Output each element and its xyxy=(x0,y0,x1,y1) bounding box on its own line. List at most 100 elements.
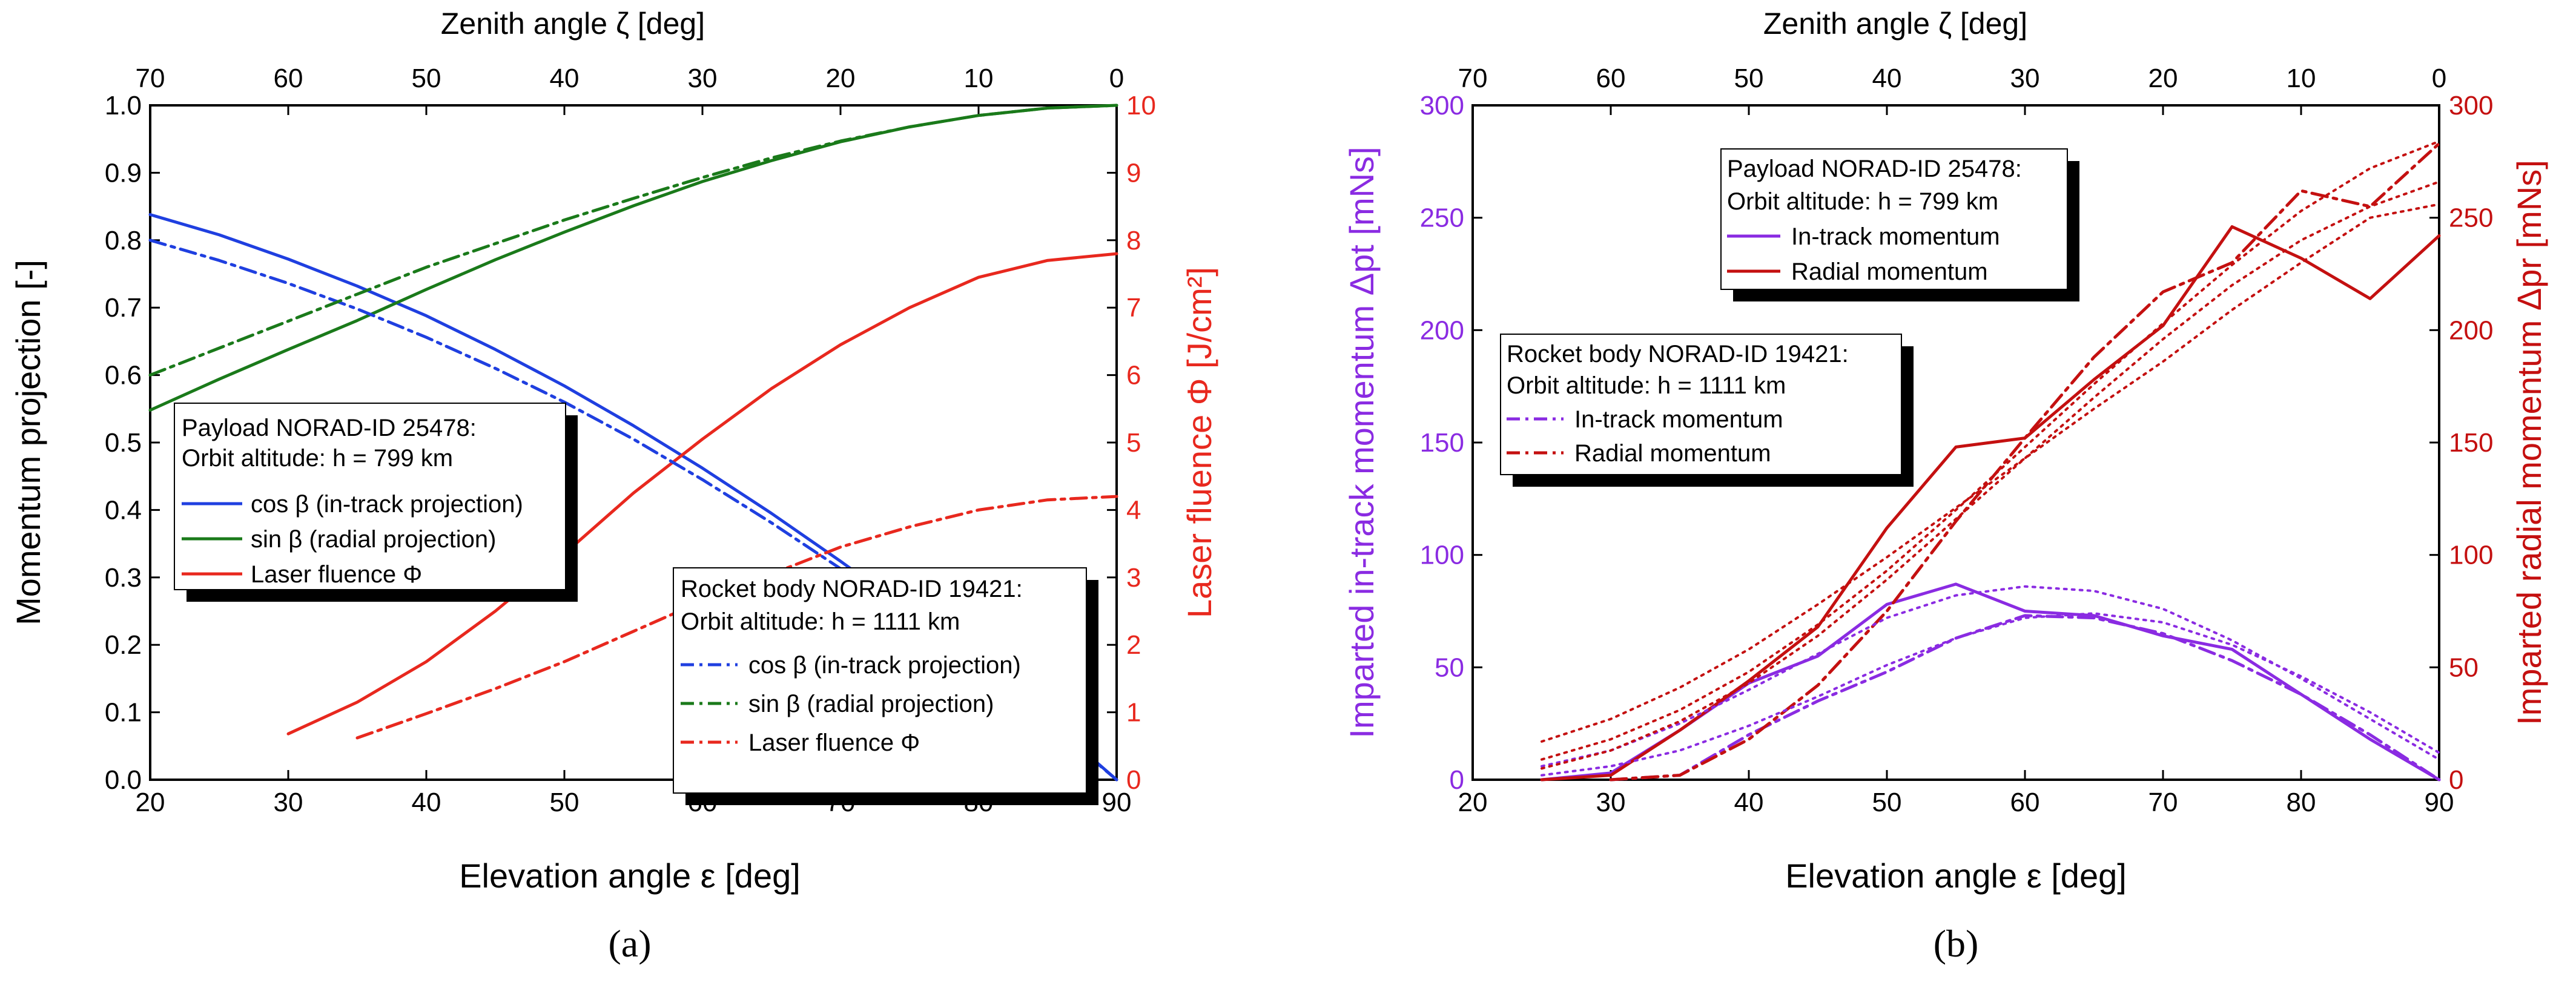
y-tick-label: 50 xyxy=(1435,653,1464,682)
y2-tick-label: 6 xyxy=(1126,361,1141,390)
x-tick-label: 90 xyxy=(1102,788,1132,817)
x2-tick-label: 0 xyxy=(2432,64,2446,93)
x-tick-label: 70 xyxy=(2148,788,2178,817)
x-tick-label: 30 xyxy=(274,788,303,817)
panel-a-x2-ticks: 70 60 50 40 30 20 10 0 xyxy=(136,64,1124,115)
legend-label: In-track momentum xyxy=(1791,223,2000,250)
x2-tick-label: 30 xyxy=(688,64,718,93)
legend-subtitle: Orbit altitude: h = 1111 km xyxy=(1507,372,1786,399)
series-line-payload-1 xyxy=(148,104,1118,412)
panel-a-chart: Zenith angle ζ [deg] 70 60 50 40 30 20 10 0 20 3… xyxy=(9,7,1218,965)
y-tick-label: 250 xyxy=(1420,203,1464,233)
series-line-fit-5 xyxy=(1541,612,2440,777)
y-tick-label: 200 xyxy=(1420,315,1464,345)
panel-a-legend-payload: Payload NORAD-ID 25478: Orbit altitude: … xyxy=(174,403,578,602)
legend-label: cos β (in-track projection) xyxy=(251,491,523,518)
legend-box xyxy=(174,403,566,590)
legend-label: Radial momentum xyxy=(1574,440,1771,467)
y-tick-label: 300 xyxy=(1420,91,1464,120)
x2-tick-label: 50 xyxy=(412,64,441,93)
panel-b-y2-ticks: 0 50 100 150 200 250 300 xyxy=(2429,91,2493,795)
x-tick-label: 40 xyxy=(1734,788,1764,817)
x-tick-label: 50 xyxy=(1872,788,1902,817)
x2-tick-label: 10 xyxy=(964,64,994,93)
legend-subtitle: Orbit altitude: h = 799 km xyxy=(182,445,453,472)
y2-tick-label: 9 xyxy=(1126,158,1141,188)
x-tick-label: 30 xyxy=(1596,788,1626,817)
series-line-fit-6 xyxy=(1541,203,2440,743)
panel-b-chart: Zenith angle ζ [deg] 70 60 50 40 30 20 10 0 20 3… xyxy=(1342,7,2548,965)
y-tick-label: 100 xyxy=(1420,541,1464,570)
x-tick-label: 40 xyxy=(412,788,441,817)
y2-tick-label: 100 xyxy=(2449,541,2493,570)
panel-b-legend-payload: Payload NORAD-ID 25478: Orbit altitude: … xyxy=(1720,148,2079,301)
legend-label: Laser fluence Φ xyxy=(251,561,422,588)
x2-tick-label: 30 xyxy=(2010,64,2040,93)
x-tick-label: 90 xyxy=(2425,788,2454,817)
x-tick-label: 20 xyxy=(1458,788,1488,817)
panel-a-y-ticks: 0.0 0.1 0.2 0.3 0.4 0.5 0.6 0.7 0.8 0.9 1.0 xyxy=(105,91,160,795)
y-tick-label: 0 xyxy=(1450,765,1464,795)
x2-tick-label: 40 xyxy=(550,64,580,93)
y2-tick-label: 10 xyxy=(1126,91,1156,120)
legend-title: Rocket body NORAD-ID 19421: xyxy=(1507,341,1849,367)
legend-title: Payload NORAD-ID 25478: xyxy=(182,415,477,441)
legend-label: Radial momentum xyxy=(1791,258,1988,285)
y-tick-label: 0.8 xyxy=(105,226,142,255)
y2-tick-label: 8 xyxy=(1126,226,1141,255)
y2-tick-label: 1 xyxy=(1126,698,1141,728)
series-line-rocket-3 xyxy=(1609,142,2441,782)
legend-box xyxy=(1500,334,1902,475)
series-line-rocket-3 xyxy=(148,239,1118,782)
y-tick-label: 0.3 xyxy=(105,563,142,593)
x2-tick-label: 70 xyxy=(1458,64,1488,93)
y2-tick-label: 0 xyxy=(2449,765,2463,795)
legend-label: Laser fluence Φ xyxy=(748,729,920,756)
x-tick-label: 80 xyxy=(2287,788,2316,817)
panel-b-y-ticks: 0 50 100 150 200 250 300 xyxy=(1420,91,1482,795)
x-tick-label: 50 xyxy=(550,788,580,817)
y2-tick-label: 3 xyxy=(1126,563,1141,593)
y2-tick-label: 50 xyxy=(2449,653,2479,682)
y2-tick-label: 200 xyxy=(2449,315,2493,345)
y2-tick-label: 0 xyxy=(1126,765,1141,795)
x2-tick-label: 60 xyxy=(274,64,303,93)
x2-tick-label: 20 xyxy=(2148,64,2178,93)
series-line-rocket-4 xyxy=(148,104,1118,377)
panel-a-y-label: Momentum projection [-] xyxy=(9,260,47,625)
panel-b-legend-rocket: Rocket body NORAD-ID 19421: Orbit altitu… xyxy=(1500,334,1914,487)
y-tick-label: 1.0 xyxy=(105,91,142,120)
legend-subtitle: Orbit altitude: h = 1111 km xyxy=(681,608,960,635)
panel-a-y2-ticks: 0 1 2 3 4 5 6 7 8 9 10 xyxy=(1107,91,1156,795)
y-tick-label: 0.2 xyxy=(105,630,142,660)
x2-tick-label: 70 xyxy=(136,64,165,93)
x2-tick-label: 0 xyxy=(1109,64,1124,93)
panel-b-series xyxy=(1540,140,2441,782)
panel-a-label: (a) xyxy=(608,922,651,965)
legend-subtitle: Orbit altitude: h = 799 km xyxy=(1727,188,1998,215)
series-line-fit-7 xyxy=(1541,140,2440,761)
y-tick-label: 0.1 xyxy=(105,698,142,728)
y2-tick-label: 2 xyxy=(1126,630,1141,660)
y-tick-label: 0.5 xyxy=(105,428,142,458)
legend-label: sin β (radial projection) xyxy=(251,526,496,553)
panel-b-y-label: Imparted in-track momentum Δpt [mNs] xyxy=(1342,147,1381,738)
y2-tick-label: 7 xyxy=(1126,293,1141,323)
y2-tick-label: 150 xyxy=(2449,428,2493,458)
y-tick-label: 0.0 xyxy=(105,765,142,795)
legend-label: sin β (radial projection) xyxy=(748,691,994,717)
panel-a-x2-label: Zenith angle ζ [deg] xyxy=(441,7,705,41)
x2-tick-label: 50 xyxy=(1734,64,1764,93)
x2-tick-label: 10 xyxy=(2287,64,2316,93)
x2-tick-label: 40 xyxy=(1872,64,1902,93)
y-tick-label: 150 xyxy=(1420,428,1464,458)
panel-b-label: (b) xyxy=(1934,922,1979,965)
x2-tick-label: 20 xyxy=(826,64,856,93)
legend-box xyxy=(673,567,1087,794)
panel-b-y2-label: Imparted radial momentum Δpr [mNs] xyxy=(2510,160,2548,725)
x-tick-label: 60 xyxy=(2010,788,2040,817)
panel-a-x-label: Elevation angle ε [deg] xyxy=(459,857,801,895)
y-tick-label: 0.7 xyxy=(105,293,142,323)
legend-box xyxy=(1720,148,2068,290)
series-line-rocket-2 xyxy=(1609,614,2441,782)
